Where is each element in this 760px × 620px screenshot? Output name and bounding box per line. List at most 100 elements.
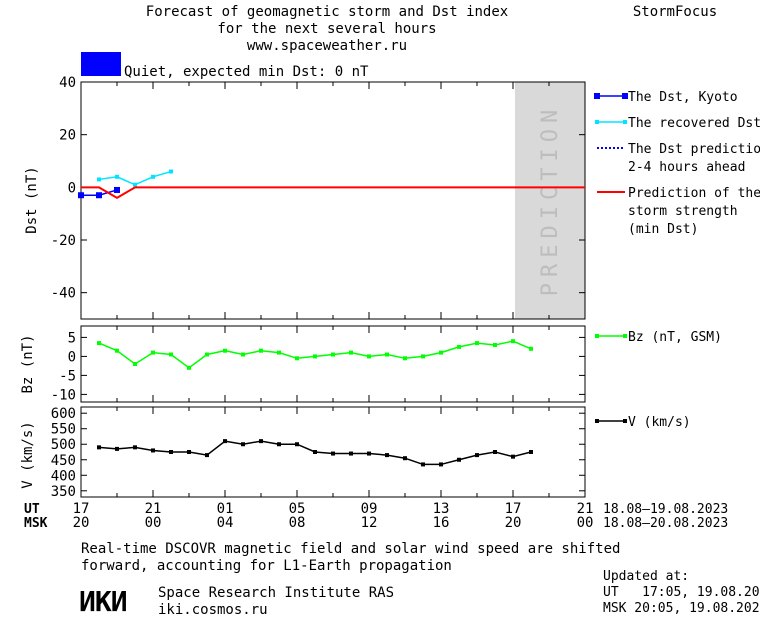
dst-ytick-label: -40 <box>51 286 76 302</box>
institute-link[interactable]: iki.cosmos.ru <box>158 602 268 618</box>
msk-range: 18.08–20.08.2023 <box>603 516 728 531</box>
dst-panel: PREDICTION 40 20 0 -20 -40 Dst (nT) <box>24 75 586 320</box>
v-point <box>421 462 425 467</box>
institute-site[interactable]: iki.cosmos.ru <box>158 602 268 618</box>
v-point <box>367 451 371 456</box>
legend-label-storm_strength: Prediction of the <box>628 186 760 201</box>
recovered-point <box>169 169 173 174</box>
msk-tick-label: 08 <box>289 515 306 531</box>
v-ytick-label: 400 <box>51 468 76 484</box>
ut-range: 18.08–19.08.2023 <box>603 502 728 517</box>
legend-marker-dst_kyoto <box>594 93 600 99</box>
prediction-band <box>515 82 585 319</box>
bz-point <box>511 339 515 344</box>
bz-ytick-label: -5 <box>59 368 76 384</box>
bz-point <box>187 365 191 370</box>
bz-point <box>403 356 407 361</box>
v-point <box>259 439 263 444</box>
updated-label: Updated at: <box>603 569 689 584</box>
legend-marker-v <box>595 419 599 423</box>
ut-tick-label: 05 <box>289 501 306 517</box>
v-point <box>277 442 281 447</box>
msk-tick-label: 04 <box>217 515 234 531</box>
legend-marker-recovered <box>595 120 599 124</box>
v-ytick-label: 500 <box>51 437 76 453</box>
site-url[interactable]: www.spaceweather.ru <box>247 38 407 54</box>
legend-label-storm_strength: storm strength <box>628 204 738 219</box>
bz-point <box>241 352 245 357</box>
dst-ytick-label: 40 <box>59 75 76 91</box>
v-point <box>529 450 533 454</box>
bz-point <box>493 343 497 347</box>
recovered-point <box>151 174 155 179</box>
v-point <box>403 456 407 461</box>
ut-tick-label: 09 <box>361 501 378 517</box>
updated-ut: UT 17:05, 19.08.2023 <box>603 585 760 600</box>
v-point <box>241 442 245 447</box>
v-point <box>313 450 317 454</box>
recovered-point <box>97 177 101 182</box>
msk-tick-label: 00 <box>145 515 162 531</box>
bz-point <box>385 352 389 357</box>
bz-point <box>475 341 479 346</box>
brand-name: StormFocus <box>633 4 717 20</box>
bz-point <box>313 354 317 359</box>
v-point <box>511 454 515 459</box>
recovered-point <box>133 182 137 187</box>
v-point <box>475 453 479 458</box>
msk-tick-label: 16 <box>433 515 450 531</box>
legend-label-storm_strength: (min Dst) <box>628 222 698 237</box>
legend-marker-recovered <box>623 120 627 124</box>
legend-label-prediction_dots: The Dst prediction <box>628 142 760 157</box>
time-axis: UT MSK 17202100010405080912131617202100 … <box>24 501 728 531</box>
dst_kyoto-point <box>96 192 102 199</box>
v-ytick-label: 550 <box>51 422 76 438</box>
status-text: Quiet, expected min Dst: 0 nT <box>124 64 369 80</box>
v-point <box>133 445 137 450</box>
bz-point <box>259 348 263 353</box>
note-line-2: forward, accounting for L1-Earth propaga… <box>81 558 452 574</box>
bz-point <box>277 350 281 355</box>
bz-point <box>367 354 371 359</box>
ut-tick-label: 17 <box>73 501 90 517</box>
v-point <box>223 439 227 444</box>
v-ytick-label: 450 <box>51 453 76 469</box>
institute-name: Space Research Institute RAS <box>158 585 394 601</box>
ut-tick-label: 21 <box>577 501 594 517</box>
bz-point <box>169 352 173 357</box>
bz-point <box>115 348 119 353</box>
legend-label-prediction_dots: 2-4 hours ahead <box>628 160 745 175</box>
bz-axis-label: Bz (nT) <box>20 334 36 393</box>
note-line-1: Real-time DSCOVR magnetic field and sola… <box>81 541 620 557</box>
bz-point <box>331 352 335 357</box>
updated-msk: MSK 20:05, 19.08.2023 <box>603 601 760 616</box>
dst-ytick-label: 0 <box>68 180 76 196</box>
v-point <box>187 450 191 454</box>
ut-tick-label: 13 <box>433 501 450 517</box>
prediction-label: PREDICTION <box>538 104 563 296</box>
dst-ytick-label: -20 <box>51 233 76 249</box>
dst_kyoto-point <box>114 186 120 193</box>
site-link[interactable]: www.spaceweather.ru <box>247 38 407 54</box>
storm_strength-line <box>81 186 585 200</box>
recovered-point <box>115 174 119 179</box>
msk-label: MSK <box>24 516 48 531</box>
v-axis-label: V (km/s) <box>20 421 36 488</box>
msk-tick-label: 00 <box>577 515 594 531</box>
title-line-2: for the next several hours <box>217 21 436 37</box>
header: Forecast of geomagnetic storm and Dst in… <box>81 4 717 80</box>
v-point <box>97 445 101 450</box>
v-point <box>349 451 353 456</box>
bz-ytick-label: -10 <box>51 387 76 403</box>
v-point <box>205 453 209 458</box>
legend-label-dst_kyoto: The Dst, Kyoto <box>628 90 738 105</box>
v-point <box>151 448 155 453</box>
bz-point <box>133 362 137 366</box>
status-color-box <box>81 52 121 76</box>
legend-marker-dst_kyoto <box>622 93 628 99</box>
v-point <box>295 442 299 447</box>
v-point <box>493 450 497 454</box>
legend-label-bz: Bz (nT, GSM) <box>628 330 722 345</box>
bz-point <box>223 348 227 353</box>
v-point <box>115 446 119 451</box>
